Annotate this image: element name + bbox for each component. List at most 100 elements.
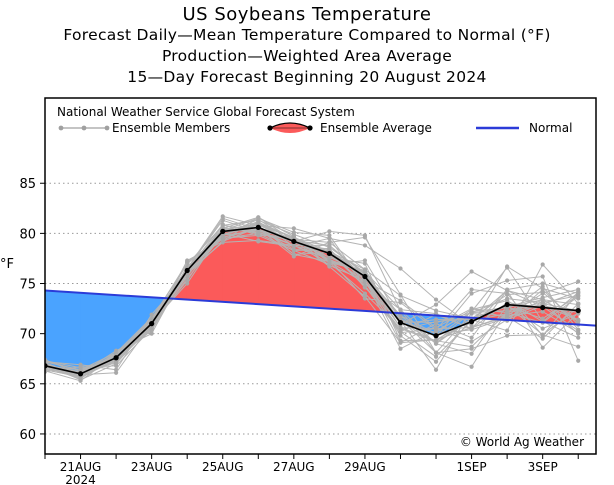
y-tick-label-60: 60 xyxy=(19,428,36,443)
x-tick-label-25aug: 25AUG xyxy=(202,460,244,474)
legend: National Weather Service Global Forecast… xyxy=(57,105,572,135)
member-point xyxy=(113,359,119,364)
member-point xyxy=(469,344,474,349)
x-tick-label-21aug: 21AUG xyxy=(60,460,102,474)
member-point xyxy=(540,336,545,341)
member-point xyxy=(469,335,474,340)
legend-normal-label: Normal xyxy=(529,121,572,135)
member-point xyxy=(327,243,332,248)
member-point xyxy=(433,350,439,355)
copyright-annotation: © World Ag Weather xyxy=(460,435,584,449)
member-point xyxy=(149,327,154,332)
member-point xyxy=(291,243,296,248)
ensemble-average-point xyxy=(397,320,404,326)
member-point xyxy=(78,377,83,382)
member-point xyxy=(78,362,83,367)
legend-average-swatch xyxy=(267,122,313,133)
member-point xyxy=(576,301,581,306)
member-point xyxy=(505,287,510,292)
member-point xyxy=(433,341,439,346)
legend-header: National Weather Service Global Forecast… xyxy=(57,105,355,119)
ensemble-average-point xyxy=(220,228,226,234)
y-tick-label-80: 80 xyxy=(19,227,36,242)
member-point xyxy=(327,260,332,265)
member-point xyxy=(540,290,545,295)
member-point xyxy=(398,346,403,351)
member-point xyxy=(291,226,296,231)
member-point xyxy=(469,307,474,312)
member-point xyxy=(362,278,368,283)
member-point xyxy=(362,243,368,248)
member-point xyxy=(469,323,474,328)
member-point xyxy=(398,293,403,298)
member-point xyxy=(398,307,403,312)
member-point xyxy=(327,236,332,241)
chart-subtitle-3: 15—Day Forecast Beginning 20 August 2024 xyxy=(127,68,487,86)
member-point xyxy=(540,332,545,337)
member-point xyxy=(469,287,474,292)
member-point xyxy=(362,294,368,299)
ensemble-average-point xyxy=(468,319,475,325)
member-point xyxy=(540,309,545,314)
member-point xyxy=(398,266,403,271)
ensemble-average-series xyxy=(45,224,581,377)
member-point xyxy=(576,293,581,298)
member-point xyxy=(327,229,332,234)
member-point xyxy=(576,344,581,349)
normal-line xyxy=(45,289,596,327)
member-point xyxy=(433,302,439,307)
ensemble-average-point xyxy=(540,304,546,311)
member-point xyxy=(469,269,474,274)
member-point xyxy=(540,281,545,286)
member-point xyxy=(220,239,225,244)
member-point xyxy=(540,284,545,289)
member-point xyxy=(576,331,581,336)
member-point xyxy=(469,291,474,296)
ensemble-average-point xyxy=(113,355,119,361)
member-point xyxy=(576,319,581,324)
x-tick-sublabel: 2024 xyxy=(65,473,96,485)
member-point xyxy=(256,239,261,244)
member-point xyxy=(576,335,581,340)
member-point xyxy=(220,214,225,219)
member-point xyxy=(540,316,545,321)
member-point xyxy=(398,329,403,334)
member-point xyxy=(433,359,439,364)
x-tick-label-1sep: 1SEP xyxy=(457,460,487,474)
member-point xyxy=(505,315,510,320)
ensemble-average-point xyxy=(326,250,332,257)
ensemble-average-point xyxy=(504,301,510,308)
member-point xyxy=(362,258,368,263)
member-point xyxy=(505,278,510,283)
ensemble-average-point xyxy=(362,273,368,280)
chart-title: US Soybeans Temperature xyxy=(182,4,432,25)
member-point xyxy=(576,358,581,363)
member-point xyxy=(540,301,545,306)
member-point xyxy=(362,269,368,274)
plot-frame xyxy=(44,97,597,455)
legend-members-swatch xyxy=(58,125,110,131)
member-point xyxy=(433,319,439,324)
member-point xyxy=(256,231,261,236)
ensemble-average-point xyxy=(255,224,261,230)
member-point xyxy=(505,298,510,303)
member-point xyxy=(469,326,474,331)
member-point xyxy=(291,252,296,257)
member-point xyxy=(576,279,581,284)
y-tick-label-75: 75 xyxy=(19,278,36,293)
chart-subtitle-1: Forecast Daily—Mean Temperature Compared… xyxy=(63,26,551,44)
member-point xyxy=(220,223,225,228)
y-tick-label-70: 70 xyxy=(19,328,36,343)
legend-members-label: Ensemble Members xyxy=(112,121,230,135)
member-point xyxy=(505,328,510,333)
x-tick-label-27aug: 27AUG xyxy=(273,460,315,474)
member-point xyxy=(327,255,332,260)
member-point xyxy=(362,233,368,238)
member-point xyxy=(113,351,119,356)
ensemble-average-point xyxy=(291,238,297,245)
member-point xyxy=(220,233,225,238)
ensemble-average-line xyxy=(45,226,579,375)
y-axis-label: °F xyxy=(0,257,14,272)
y-axis: 60 65 70 75 80 85 xyxy=(19,177,45,443)
